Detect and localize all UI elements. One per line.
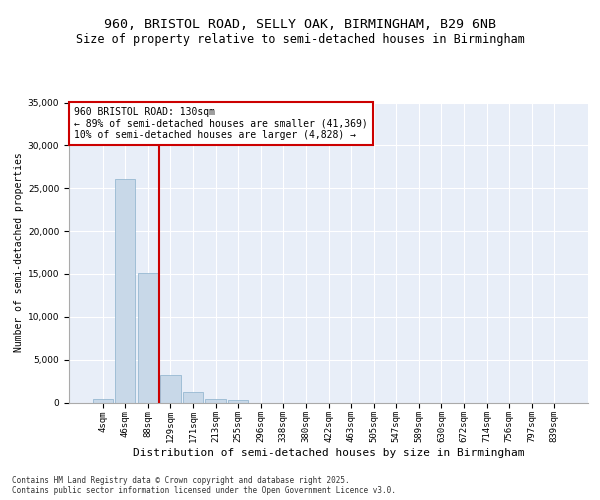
Bar xyxy=(138,273,158,402)
Bar xyxy=(160,375,181,402)
Y-axis label: Number of semi-detached properties: Number of semi-detached properties xyxy=(14,152,23,352)
Text: 960 BRISTOL ROAD: 130sqm
← 89% of semi-detached houses are smaller (41,369)
10% : 960 BRISTOL ROAD: 130sqm ← 89% of semi-d… xyxy=(74,107,368,140)
Bar xyxy=(205,398,226,402)
X-axis label: Distribution of semi-detached houses by size in Birmingham: Distribution of semi-detached houses by … xyxy=(133,448,524,458)
Text: Size of property relative to semi-detached houses in Birmingham: Size of property relative to semi-detach… xyxy=(76,32,524,46)
Bar xyxy=(228,400,248,402)
Text: Contains HM Land Registry data © Crown copyright and database right 2025.
Contai: Contains HM Land Registry data © Crown c… xyxy=(12,476,396,495)
Bar xyxy=(183,392,203,402)
Bar xyxy=(92,399,113,402)
Text: 960, BRISTOL ROAD, SELLY OAK, BIRMINGHAM, B29 6NB: 960, BRISTOL ROAD, SELLY OAK, BIRMINGHAM… xyxy=(104,18,496,30)
Bar xyxy=(115,179,136,402)
